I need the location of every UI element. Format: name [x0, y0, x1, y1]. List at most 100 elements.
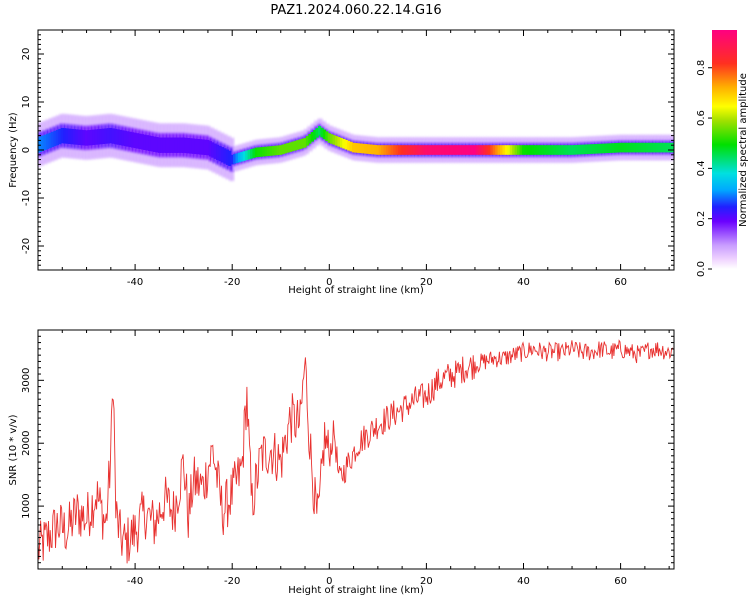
- spectrogram-ridge-cell: [92, 129, 96, 145]
- spectrogram-ridge-cell: [628, 142, 632, 153]
- spectrogram-ridge-cell: [313, 130, 317, 140]
- spectrogram-ridge-cell: [616, 142, 620, 153]
- spectrogram-ridge-cell: [320, 127, 324, 138]
- spectrogram-ridge-cell: [398, 145, 402, 155]
- spectrogram-x-tick-label: 0: [326, 277, 332, 288]
- spectrogram-ridge-cell: [41, 135, 45, 151]
- spectrogram-ridge-cell: [63, 128, 67, 144]
- spectrogram-ridge-cell: [303, 138, 307, 148]
- spectrogram-ridge-cell: [662, 142, 666, 153]
- spectrogram-ridge-cell: [77, 129, 81, 145]
- spectrogram-ridge-cell: [565, 145, 569, 155]
- spectrogram-ridge-cell: [128, 131, 132, 148]
- spectrogram-ridge-cell: [466, 145, 470, 155]
- spectrogram-ridge-cell: [572, 145, 577, 155]
- spectrogram-ridge-cell: [558, 145, 562, 155]
- snr-x-tick-label: 20: [420, 576, 433, 587]
- spectrogram-ridge-cell: [429, 145, 433, 155]
- spectrogram-y-tick-label: 20: [21, 48, 32, 61]
- spectrogram-ridge-cell: [257, 147, 261, 157]
- spectrogram-ridge-cell: [368, 144, 373, 155]
- spectrogram-y-tick-label: 0: [21, 147, 32, 153]
- spectrogram-ridge-cell: [347, 140, 351, 151]
- spectrogram-ridge-cell: [133, 132, 137, 149]
- spectrogram-ridge-cell: [46, 133, 50, 150]
- spectrogram-ridge-cell: [354, 143, 358, 153]
- spectrogram-x-tick-label: -40: [127, 277, 143, 288]
- spectrogram-ridge-cell: [118, 129, 123, 146]
- spectrogram-ridge-cell: [172, 137, 176, 153]
- spectrogram-ridge-cell: [308, 134, 312, 144]
- snr-y-axis-label: SNR (10 * v/v): [8, 414, 19, 485]
- spectrogram-ridge-cell: [332, 135, 336, 145]
- spectrogram-x-tick-label: -20: [224, 277, 240, 288]
- colorbar-tick-label: 0.2: [696, 211, 707, 227]
- snr-y-tick-label: 1000: [21, 493, 32, 518]
- spectrogram-ridge-cell: [55, 129, 60, 146]
- spectrogram-ridge-cell: [38, 136, 43, 152]
- spectrogram-ridge-cell: [165, 137, 169, 153]
- spectrogram-ridge-cell: [672, 142, 674, 153]
- spectrogram-ridge-cell: [582, 144, 586, 155]
- spectrogram-ridge-cell: [121, 130, 125, 146]
- spectrogram-ridge-cell: [359, 143, 363, 154]
- spectrogram-ridge-cell: [500, 145, 504, 155]
- spectrogram-ridge-cell: [551, 145, 555, 155]
- spectrogram-ridge-cell: [97, 129, 101, 145]
- spectrogram-y-tick-label: 10: [21, 96, 32, 109]
- spectrogram-ridge-cell: [373, 144, 378, 155]
- colorbar: 0.0 0.2 0.4 0.6 0.8 Normalized spectral ampl…: [696, 30, 749, 277]
- spectrogram-ridge-cell: [434, 145, 438, 155]
- spectrogram-ridge-cell: [623, 142, 628, 153]
- spectrogram-ridge-cell: [400, 145, 404, 155]
- spectrogram-ridge-cell: [58, 128, 62, 145]
- spectrogram-ridge-cell: [568, 145, 572, 155]
- spectrogram-ridge-cell: [106, 128, 110, 144]
- spectrogram-ridge-cell: [480, 145, 484, 155]
- spectrogram-panel: -40 -20 0 20 40 60 -20 -10 0 10 20 Height of strai…: [8, 29, 675, 296]
- spectrogram-ridge-cell: [247, 149, 251, 160]
- snr-y-tick-label: 2000: [21, 430, 32, 455]
- spectrogram-ridge-cell: [310, 132, 314, 142]
- spectrogram-ridge-cell: [599, 143, 603, 154]
- spectrogram-x-tick-label: 60: [614, 277, 627, 288]
- spectrogram-ridge-cell: [405, 145, 409, 155]
- spectrogram-ridge-cell: [648, 142, 652, 153]
- spectrogram-ridge-cell: [534, 145, 538, 155]
- spectrogram-ridge-cell: [453, 145, 458, 155]
- spectrogram-ridge-cell: [94, 129, 98, 145]
- spectrogram-ridge-cell: [548, 145, 552, 155]
- spectrogram-ridge-cell: [43, 134, 47, 150]
- snr-y-tick-label: 3000: [21, 368, 32, 393]
- spectrogram-ridge-cell: [75, 129, 79, 145]
- spectrogram-ridge-cell: [254, 147, 259, 158]
- spectrogram-ridge-cell: [485, 145, 489, 155]
- spectrogram-ridge-cell: [50, 131, 55, 148]
- spectrogram-ridge-cell: [529, 145, 533, 155]
- spectrogram-ridge-cell: [317, 126, 322, 136]
- spectrogram-ridge-cell: [376, 145, 380, 155]
- spectrogram-ridge-cell: [89, 129, 94, 146]
- spectrogram-ridge-cell: [446, 145, 450, 155]
- spectrogram-ridge-cell: [148, 135, 152, 151]
- spectrogram-ridge-cell: [570, 145, 574, 155]
- spectrogram-ridge-cell: [300, 138, 305, 149]
- spectrogram-ridge-cell: [252, 148, 256, 158]
- spectrogram-ridge-cell: [349, 141, 353, 152]
- spectrogram-ridge-cell: [626, 142, 630, 153]
- spectrogram-ridge-cell: [242, 151, 246, 161]
- spectrogram-ridge-cell: [237, 152, 242, 163]
- spectrogram-ridge-cell: [606, 143, 611, 153]
- spectrogram-ridge-cell: [259, 147, 263, 157]
- spectrogram-ridge-cell: [228, 150, 232, 167]
- spectrogram-ridge-cell: [439, 145, 443, 155]
- spectrogram-ridge-cell: [475, 145, 479, 155]
- spectrogram-ridge-cell: [189, 138, 193, 154]
- spectrogram-ridge-cell: [633, 142, 637, 153]
- spectrogram-ridge-cell: [563, 145, 567, 155]
- spectrogram-ridge-cell: [640, 142, 645, 153]
- spectrogram-ridge-cell: [585, 144, 589, 155]
- spectrogram-ridge-cell: [415, 145, 419, 155]
- spectrogram-ridge-cell: [138, 133, 142, 150]
- spectrogram-frame: [37, 29, 675, 271]
